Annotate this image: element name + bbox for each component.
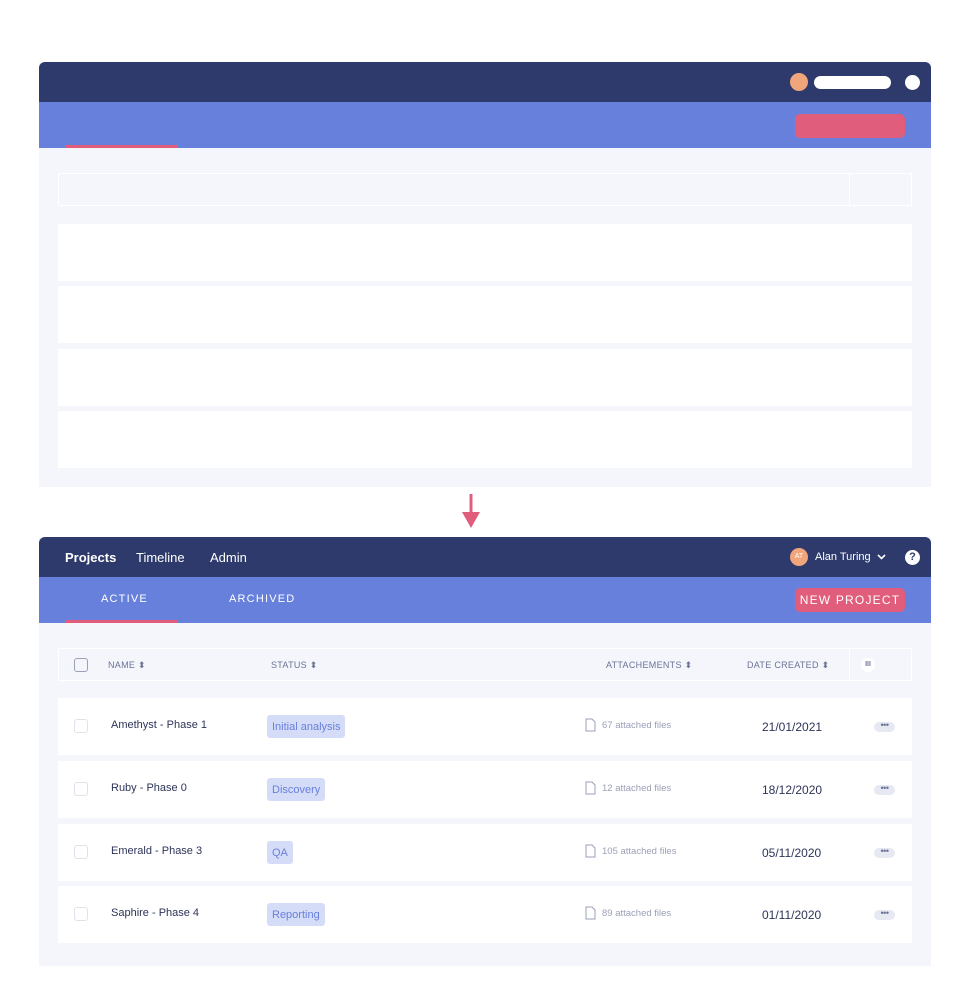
attachments[interactable]: 105 attached files xyxy=(585,844,676,858)
file-icon xyxy=(585,844,596,858)
nav-timeline[interactable]: Timeline xyxy=(136,550,185,565)
more-options-icon[interactable]: ••• xyxy=(874,784,895,795)
status-badge: QA xyxy=(267,841,293,864)
status-badge: Reporting xyxy=(267,903,325,926)
more-options-icon[interactable]: ••• xyxy=(874,909,895,920)
wireframe-help-placeholder xyxy=(905,75,920,90)
more-options-icon[interactable]: ••• xyxy=(874,721,895,732)
app-panel: Projects Timeline Admin AT Alan Turing ?… xyxy=(39,537,931,966)
wireframe-subnav xyxy=(39,102,931,148)
tab-active[interactable]: ACTIVE xyxy=(101,593,148,605)
table-row[interactable]: Amethyst - Phase 1 Initial analysis 67 a… xyxy=(58,698,912,755)
row-checkbox[interactable] xyxy=(74,845,88,859)
header-name[interactable]: NAME ⬍ xyxy=(108,660,146,670)
wireframe-row xyxy=(58,349,912,406)
date-created: 05/11/2020 xyxy=(762,846,822,860)
wireframe-row xyxy=(58,286,912,343)
file-icon xyxy=(585,781,596,795)
wireframe-row xyxy=(58,224,912,281)
user-menu[interactable]: Alan Turing xyxy=(815,551,871,563)
subnav: ACTIVE ARCHIVED NEW PROJECT xyxy=(39,577,931,623)
project-name[interactable]: Emerald - Phase 3 xyxy=(111,845,203,857)
wireframe-button-placeholder xyxy=(795,114,905,138)
wireframe-username-placeholder xyxy=(814,76,891,89)
nav-projects[interactable]: Projects xyxy=(65,550,117,565)
header-status[interactable]: STATUS ⬍ xyxy=(271,660,318,670)
row-checkbox[interactable] xyxy=(74,907,88,921)
wireframe-tab-indicator xyxy=(65,145,178,148)
project-name[interactable]: Saphire - Phase 4 xyxy=(111,907,200,919)
wireframe-panel xyxy=(39,62,931,487)
date-created: 21/01/2021 xyxy=(762,720,823,734)
project-name[interactable]: Amethyst - Phase 1 xyxy=(111,719,207,731)
columns-icon[interactable]: III xyxy=(861,658,875,672)
status-badge: Initial analysis xyxy=(267,715,346,738)
table-header: NAME ⬍ STATUS ⬍ ATTACHEMENTS ⬍ DATE CREA… xyxy=(58,648,912,681)
nav-admin[interactable]: Admin xyxy=(210,550,247,565)
select-all-checkbox[interactable] xyxy=(74,658,88,672)
chevron-down-icon[interactable] xyxy=(877,554,886,560)
table-row[interactable]: Saphire - Phase 4 Reporting 89 attached … xyxy=(58,886,912,943)
header-date-created[interactable]: DATE CREATED ⬍ xyxy=(747,660,830,670)
navbar: Projects Timeline Admin AT Alan Turing ? xyxy=(39,537,931,577)
status-badge: Discovery xyxy=(267,778,326,801)
table-row[interactable]: Emerald - Phase 3 QA 105 attached files … xyxy=(58,824,912,881)
more-options-icon[interactable]: ••• xyxy=(874,847,895,858)
wireframe-row xyxy=(58,411,912,468)
tab-archived[interactable]: ARCHIVED xyxy=(229,593,296,605)
attachments[interactable]: 67 attached files xyxy=(585,718,671,732)
row-checkbox[interactable] xyxy=(74,782,88,796)
new-project-button[interactable]: NEW PROJECT xyxy=(795,588,905,612)
header-attachments[interactable]: ATTACHEMENTS ⬍ xyxy=(606,660,693,670)
arrow-down-icon xyxy=(462,494,480,528)
wireframe-avatar xyxy=(790,73,808,91)
attachments[interactable]: 89 attached files xyxy=(585,906,671,920)
table-row[interactable]: Ruby - Phase 0 Discovery 12 attached fil… xyxy=(58,761,912,818)
file-icon xyxy=(585,718,596,732)
date-created: 01/11/2020 xyxy=(762,908,822,922)
active-tab-indicator xyxy=(65,620,178,623)
avatar[interactable]: AT xyxy=(790,548,808,566)
wireframe-table-header xyxy=(58,173,912,206)
help-icon[interactable]: ? xyxy=(905,550,920,565)
wireframe-navbar xyxy=(39,62,931,102)
date-created: 18/12/2020 xyxy=(762,783,823,797)
attachments[interactable]: 12 attached files xyxy=(585,781,671,795)
project-name[interactable]: Ruby - Phase 0 xyxy=(111,782,187,794)
row-checkbox[interactable] xyxy=(74,719,88,733)
file-icon xyxy=(585,906,596,920)
